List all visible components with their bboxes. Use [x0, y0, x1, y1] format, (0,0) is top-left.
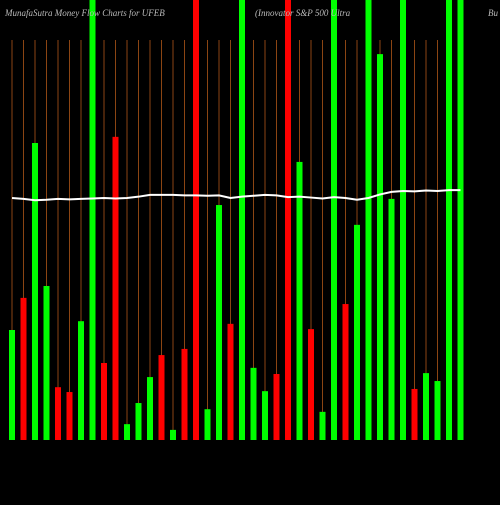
bar: [273, 374, 280, 440]
bar: [262, 391, 268, 440]
bar: [319, 411, 326, 440]
bar: [158, 355, 165, 440]
bar: [342, 304, 349, 440]
bar: [9, 330, 15, 440]
bar: [239, 0, 245, 440]
bar: [89, 0, 96, 440]
bar: [43, 286, 50, 440]
bar: [411, 388, 418, 440]
bar: [446, 0, 452, 440]
bar: [216, 205, 222, 440]
bar: [285, 0, 291, 440]
plot: [9, 0, 464, 441]
bar: [331, 0, 337, 440]
bar: [204, 409, 211, 440]
bar: [457, 0, 464, 440]
bar: [388, 198, 395, 440]
bar: [400, 0, 406, 440]
bar: [434, 381, 441, 440]
bar: [147, 377, 153, 440]
bar: [354, 224, 360, 440]
bar: [112, 136, 119, 440]
bar: [55, 387, 61, 440]
bar: [250, 367, 257, 440]
bar: [170, 429, 176, 440]
bar: [227, 323, 234, 440]
bar: [308, 329, 314, 440]
bar: [124, 424, 130, 440]
bar: [135, 403, 142, 440]
bar: [78, 321, 84, 440]
line: [11, 189, 461, 202]
chart-title: MunafaSutra Money Flow Charts for UFEB: [4, 8, 165, 18]
bar: [423, 373, 429, 440]
chart-subtitle: (Innovator S&P 500 Ultra: [255, 8, 351, 18]
bar: [365, 0, 372, 440]
bar: [193, 0, 199, 440]
bar: [181, 348, 188, 440]
bar: [66, 392, 73, 440]
bar: [20, 297, 27, 440]
bar: [32, 143, 38, 440]
bar: [377, 54, 383, 441]
bar: [296, 161, 303, 441]
bar: [101, 363, 107, 440]
chart-title-right: Bu: [488, 8, 498, 18]
